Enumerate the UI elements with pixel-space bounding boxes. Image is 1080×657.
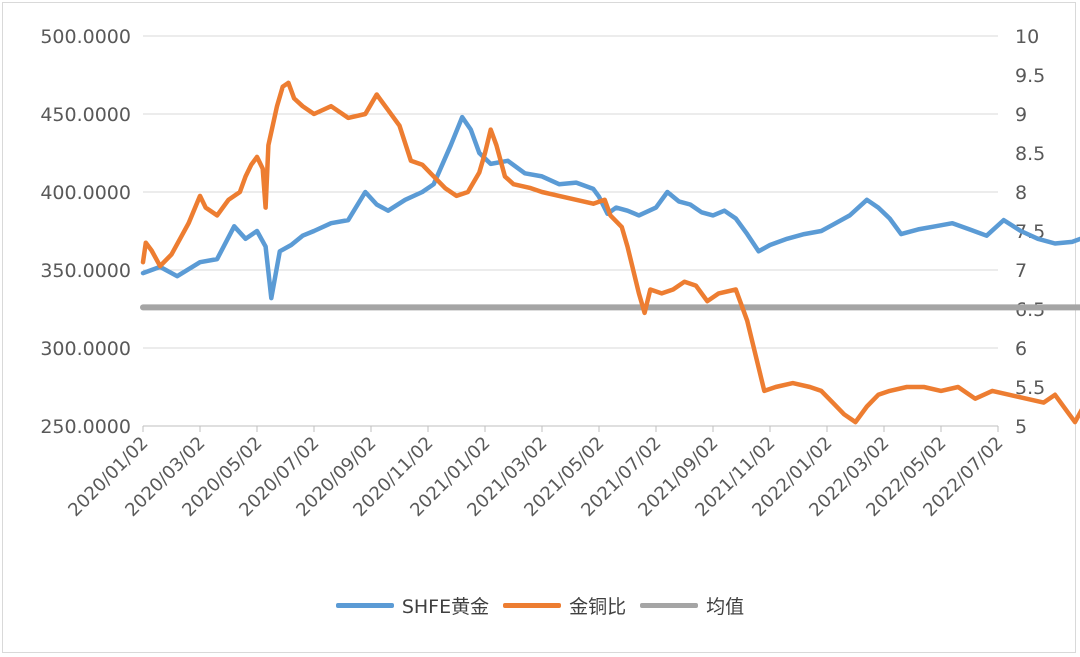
y-right-tick-label: 5.5	[1015, 377, 1045, 399]
line-chart: 500.0000 450.0000 400.0000 350.0000 300.0000…	[40, 26, 1080, 521]
y-right-tick-label: 8	[1015, 182, 1027, 204]
legend-label-gold-copper-ratio: 金铜比	[569, 596, 627, 618]
y-right-tick-label: 8.5	[1015, 143, 1045, 165]
legend-swatch-mean	[640, 603, 699, 608]
y-right-tick-label: 6	[1015, 338, 1027, 360]
series-line-shfe-gold	[140, 114, 1080, 301]
series-layer	[140, 80, 1080, 425]
legend-swatch-gold-copper-ratio	[503, 603, 562, 608]
y-right-tick-label: 9.5	[1015, 65, 1045, 87]
legend-swatch-shfe-gold	[335, 603, 394, 608]
y-left-tick-label: 500.0000	[40, 26, 131, 48]
gridlines	[143, 35, 998, 427]
y-right-tick-label: 10	[1015, 26, 1039, 48]
y-right-tick-label: 7	[1015, 260, 1027, 282]
series-line-gold-copper-ratio	[140, 80, 1080, 425]
legend-label-mean: 均值	[706, 596, 745, 618]
legend-item-gold-copper-ratio: 金铜比	[503, 592, 626, 619]
y-right-tick-label: 9	[1015, 104, 1027, 126]
y-right-tick-label: 5	[1015, 416, 1027, 438]
legend-item-shfe-gold: SHFE黄金	[335, 592, 490, 619]
y-left-tick-label: 250.0000	[40, 416, 131, 438]
y-axis-right: 109.598.587.576.565.55	[1015, 26, 1045, 438]
y-axis-left: 500.0000 450.0000 400.0000 350.0000 300.0000…	[40, 26, 131, 438]
y-left-tick-label: 350.0000	[40, 260, 131, 282]
y-left-tick-label: 400.0000	[40, 182, 131, 204]
x-axis: 2020/01/022020/03/022020/05/022020/07/02…	[64, 425, 1008, 521]
legend-label-shfe-gold: SHFE黄金	[401, 596, 490, 618]
legend-item-mean: 均值	[640, 592, 744, 619]
y-left-tick-label: 450.0000	[40, 104, 131, 126]
legend: SHFE黄金 金铜比 均值	[0, 592, 1080, 619]
y-left-tick-label: 300.0000	[40, 338, 131, 360]
